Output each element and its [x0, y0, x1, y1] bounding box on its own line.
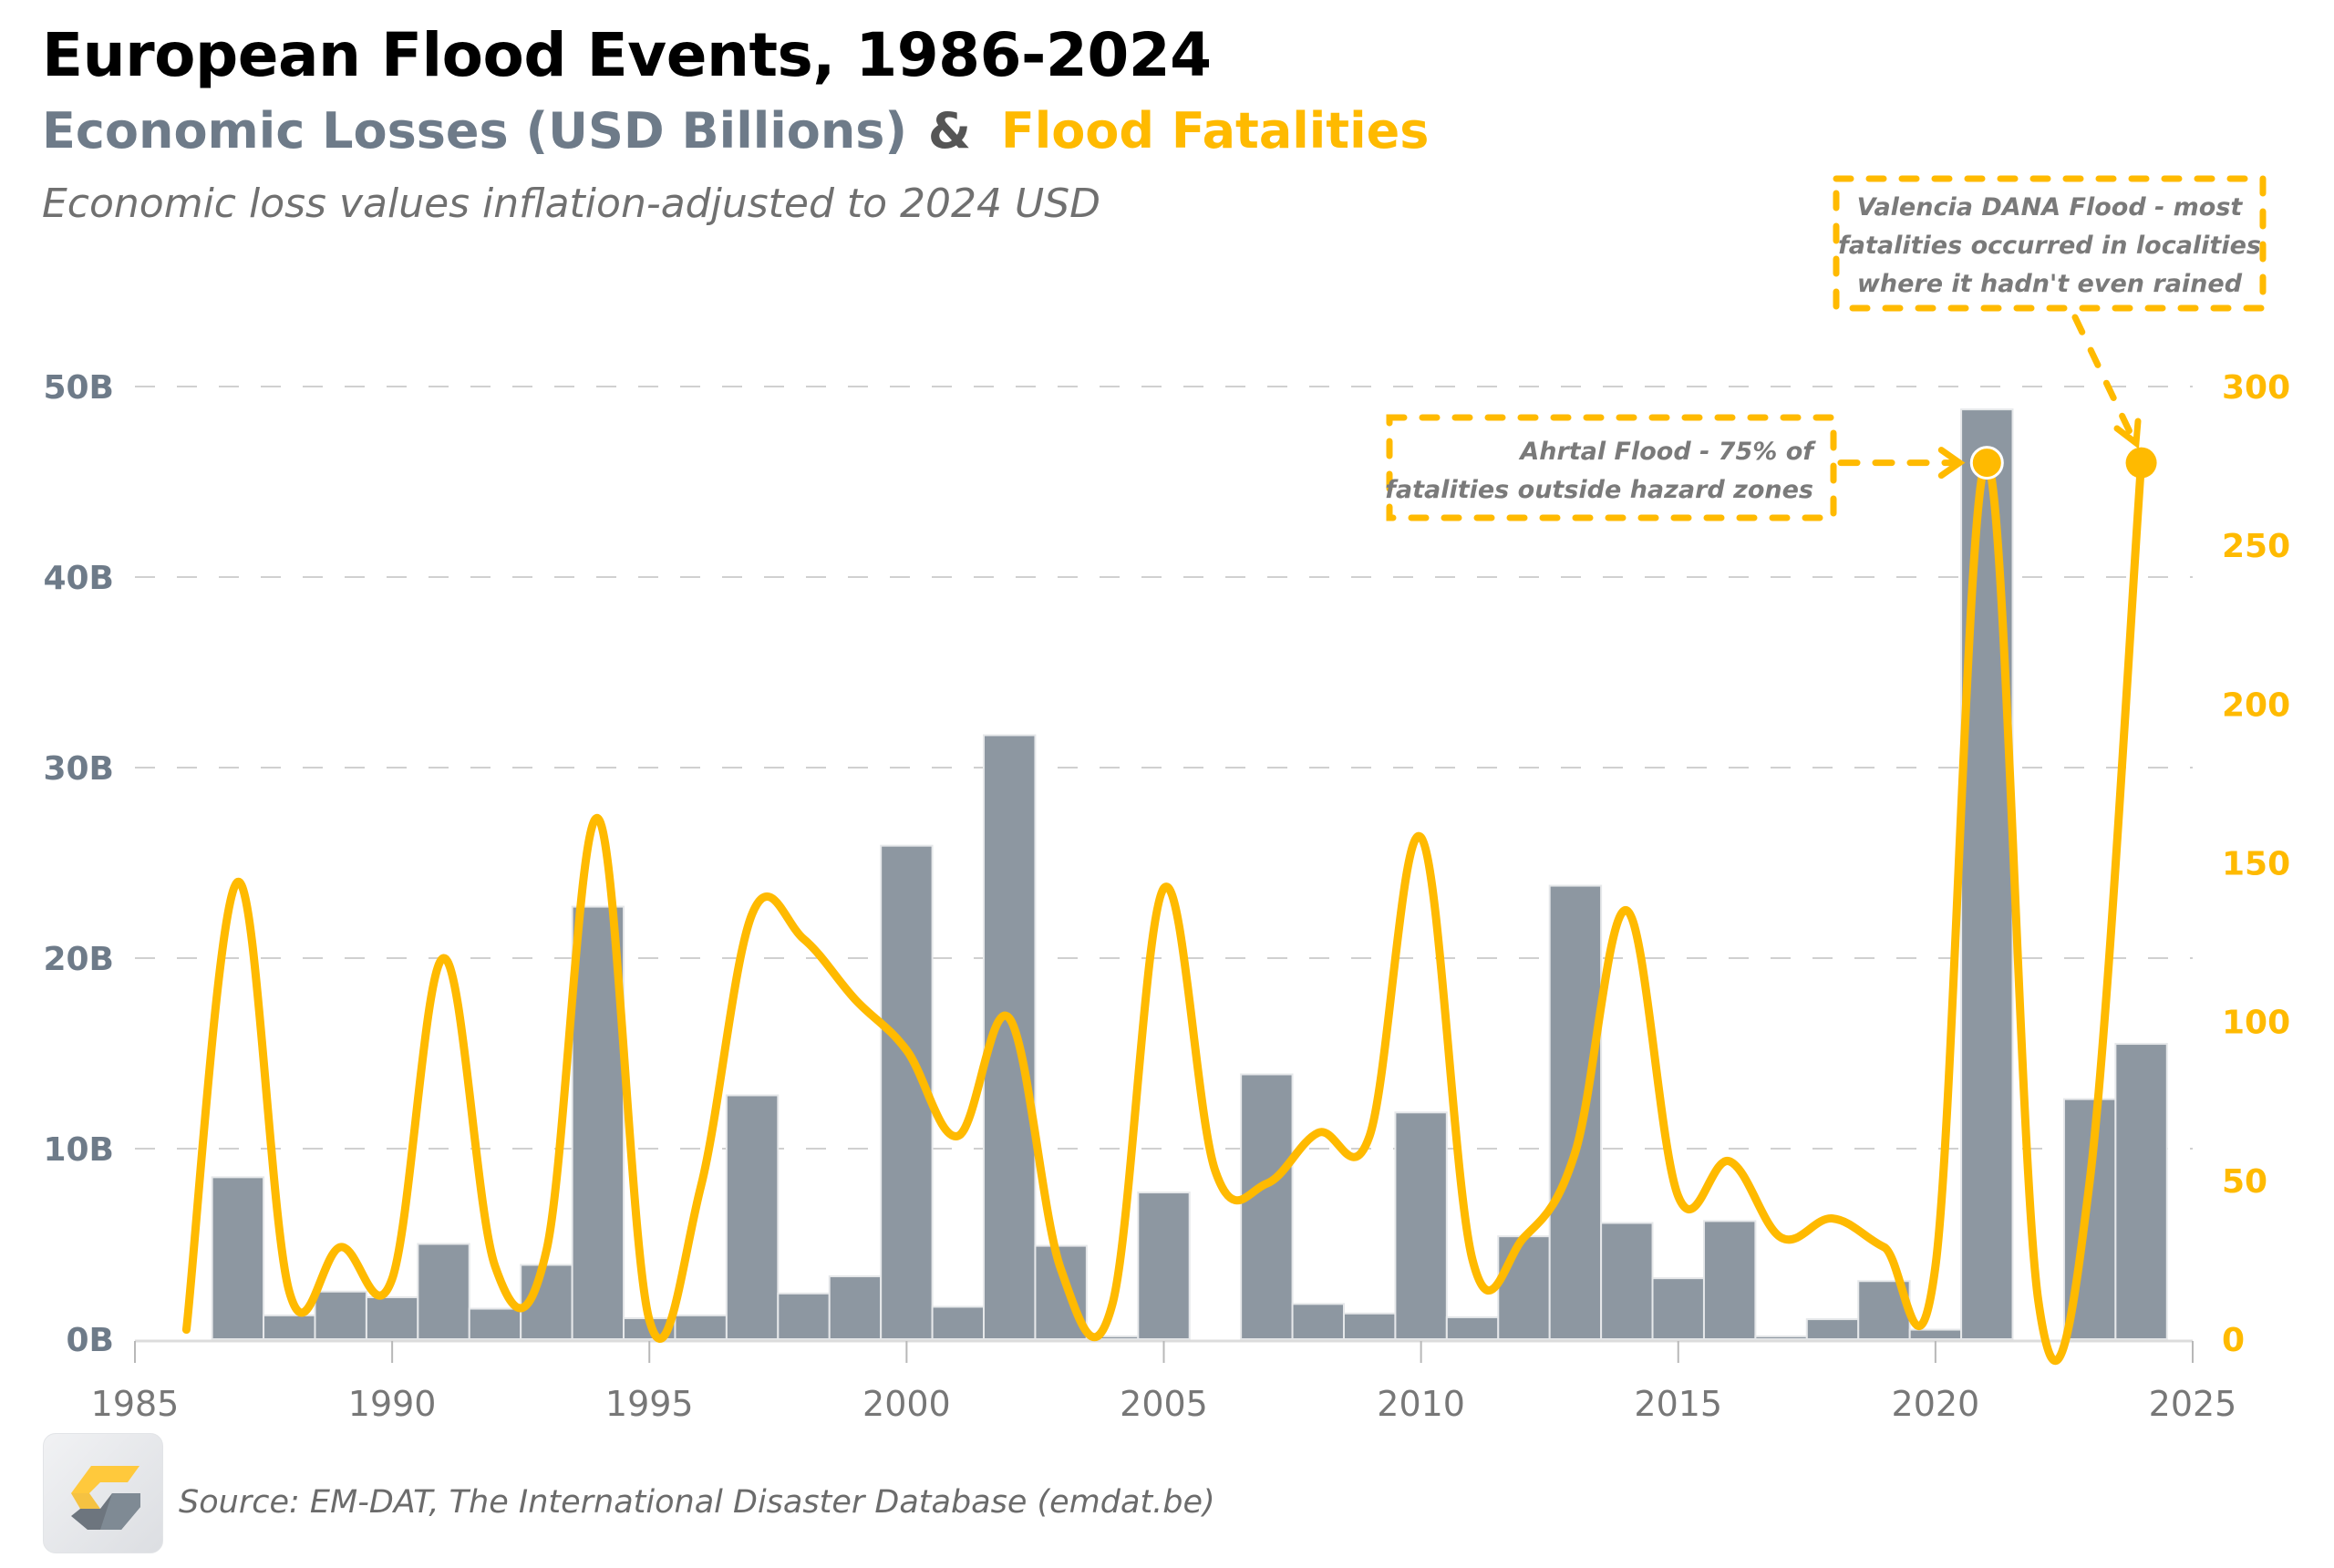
loss-bar — [1394, 1111, 1448, 1341]
loss-bar — [1137, 1191, 1191, 1340]
subtitle-fatalities-legend: Flood Fatalities — [1000, 102, 1430, 160]
ytick-right-label: 300 — [2222, 369, 2290, 407]
x-tick-label: 1990 — [348, 1384, 437, 1424]
gridlines — [135, 386, 2193, 1150]
loss-bar — [1445, 1315, 1500, 1340]
loss-bar — [1960, 408, 2014, 1340]
x-tick-label: 2005 — [1120, 1384, 1208, 1424]
ytick-left-label: 10B — [43, 1131, 114, 1169]
loss-bar — [1548, 884, 1603, 1341]
annotation-box — [1833, 175, 2267, 312]
subtitle-losses-legend: Economic Losses (USD Billions) — [42, 102, 908, 160]
loss-bar — [931, 1305, 986, 1340]
loss-bar — [211, 1176, 265, 1340]
axes: 0B 10B 20B 30B 40B 50B 0 50 100 150 200 250 300 1985 1… — [43, 369, 2290, 1424]
loss-bar — [417, 1243, 470, 1340]
loss-bar — [365, 1296, 419, 1341]
chart-note: Economic loss values inflation-adjusted … — [42, 181, 1101, 227]
x-tick-label: 1995 — [605, 1384, 694, 1424]
loss-bar — [777, 1292, 831, 1340]
loss-bar — [1600, 1222, 1654, 1341]
ytick-right-label: 200 — [2222, 686, 2290, 724]
ytick-left-label: 40B — [43, 560, 114, 597]
annotations: Ahrtal Flood - 75% of fatalities outside … — [1385, 175, 2267, 521]
chart-subtitle: Economic Losses (USD Billions) & Flood F… — [42, 102, 1429, 160]
loss-bar — [263, 1314, 316, 1340]
fatalities-line — [181, 459, 2146, 1366]
chart-title: European Flood Events, 1986-2024 — [42, 20, 1212, 90]
ytick-left-label: 20B — [43, 941, 114, 978]
loss-bars — [211, 408, 2168, 1341]
ytick-left-label: 0B — [67, 1322, 115, 1359]
loss-bar — [725, 1094, 780, 1340]
loss-bar — [1754, 1335, 1808, 1340]
annotation-box — [1386, 414, 1837, 521]
loss-bar — [314, 1290, 367, 1340]
loss-bar — [2114, 1043, 2168, 1341]
annotation-text: fatalities occurred in localities — [1838, 232, 2261, 260]
x-tick-label: 1985 — [91, 1384, 180, 1424]
annotation-text: fatalities outside hazard zones — [1385, 476, 1813, 504]
loss-bar — [468, 1307, 522, 1341]
loss-bar — [1497, 1235, 1551, 1341]
g-chevron-logo-icon — [71, 1466, 140, 1530]
source-note: Source: EM-DAT, The International Disast… — [179, 1484, 1215, 1521]
ytick-right-label: 250 — [2222, 528, 2290, 565]
loss-bar — [1702, 1220, 1757, 1341]
annotation-text: where it hadn't even rained — [1857, 270, 2243, 298]
annotation-marker — [1969, 446, 2004, 480]
x-tick-label: 2010 — [1377, 1384, 1465, 1424]
loss-bar — [1240, 1073, 1294, 1340]
annotation-marker — [2125, 447, 2157, 479]
ytick-left-label: 30B — [43, 750, 114, 788]
loss-bar — [1651, 1277, 1705, 1340]
ytick-right-label: 100 — [2222, 1005, 2290, 1042]
annotation-text: Ahrtal Flood - 75% of — [1518, 438, 1816, 466]
fatalities-line-path — [181, 459, 2146, 1366]
logo — [43, 1433, 163, 1553]
annotation-arrow — [2071, 314, 2135, 439]
loss-bar — [1342, 1312, 1397, 1341]
ytick-right-label: 150 — [2222, 846, 2290, 883]
ytick-left-label: 50B — [43, 369, 114, 407]
ytick-right-label: 50 — [2222, 1163, 2267, 1201]
annotation-arrowhead — [2113, 418, 2142, 449]
loss-bar — [1805, 1318, 1860, 1341]
ytick-right-label: 0 — [2222, 1322, 2245, 1359]
annotation-text: Valencia DANA Flood - most — [1857, 193, 2244, 222]
loss-bar — [1908, 1328, 1963, 1341]
x-tick-label: 2025 — [2149, 1384, 2237, 1424]
x-tick-label: 2015 — [1634, 1384, 1722, 1424]
x-tick-label: 2000 — [862, 1384, 951, 1424]
x-tick-label: 2020 — [1892, 1384, 1980, 1424]
loss-bar — [828, 1275, 883, 1341]
subtitle-ampersand: & — [927, 102, 971, 160]
loss-bar — [674, 1314, 728, 1340]
annotation-arrowhead — [1937, 447, 1966, 480]
loss-bar — [1291, 1303, 1345, 1340]
